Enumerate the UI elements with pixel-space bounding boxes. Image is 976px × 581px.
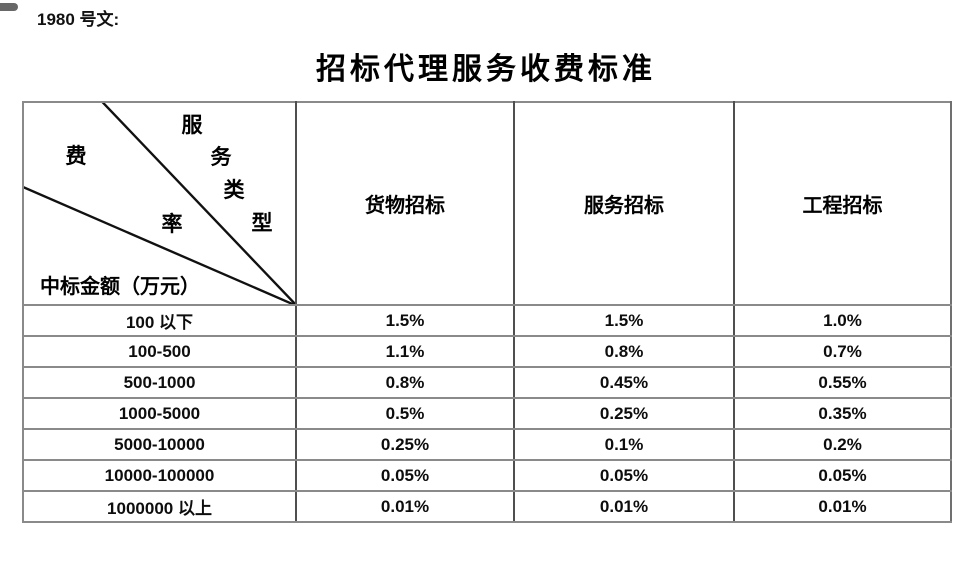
row-range: 1000-5000 [22,397,297,430]
diagonal-line-upper [101,103,295,304]
column-header-goods: 货物招标 [295,101,515,306]
table-row: 500-1000 0.8% 0.45% 0.55% [22,366,952,399]
fee-value: 1.0% [733,304,952,337]
fee-value: 0.5% [295,397,515,430]
fee-value: 0.55% [733,366,952,399]
fee-value: 0.2% [733,428,952,461]
fee-value: 0.01% [733,490,952,523]
fee-value: 0.05% [733,459,952,492]
column-header-service: 服务招标 [513,101,735,306]
row-range: 1000000 以上 [22,490,297,523]
page-title: 招标代理服务收费标准 [316,53,656,86]
fee-value: 0.05% [295,459,515,492]
fee-value: 0.45% [513,366,735,399]
fee-value: 0.05% [513,459,735,492]
row-range: 500-1000 [22,366,297,399]
service-type-char-1: 服 [181,113,203,137]
fee-rate-char-1: 费 [65,144,87,168]
fee-value: 0.8% [513,335,735,368]
service-type-char-3: 类 [223,178,245,202]
diagonal-lines [24,103,295,304]
diagonal-split-header-cell: 费 率 服 务 类 型 中标金额（万元） [22,101,297,306]
fee-value: 0.25% [513,397,735,430]
table-row: 1000000 以上 0.01% 0.01% 0.01% [22,490,952,523]
fee-value: 1.1% [295,335,515,368]
table-row: 1000-5000 0.5% 0.25% 0.35% [22,397,952,430]
fee-value: 1.5% [513,304,735,337]
row-range: 100-500 [22,335,297,368]
fee-value: 0.01% [295,490,515,523]
document-number-label: 1980 号文: [37,10,120,29]
bid-amount-label: 中标金额（万元） [40,276,200,298]
fee-value: 0.35% [733,397,952,430]
fee-value: 0.25% [295,428,515,461]
row-range: 10000-100000 [22,459,297,492]
fee-value: 0.1% [513,428,735,461]
page-edge-artifact [0,3,18,11]
fee-value: 1.5% [295,304,515,337]
service-type-char-2: 务 [210,145,232,169]
fee-value: 0.8% [295,366,515,399]
header-row: 费 率 服 务 类 型 中标金额（万元） 货物招标 服务招标 工程招标 [22,101,952,306]
table-row: 100-500 1.1% 0.8% 0.7% [22,335,952,368]
service-type-char-4: 型 [251,211,273,235]
column-header-engineering: 工程招标 [733,101,952,306]
fee-standard-table: 费 率 服 务 类 型 中标金额（万元） 货物招标 服务招标 工程招标 100 … [22,101,952,523]
row-range: 5000-10000 [22,428,297,461]
fee-value: 0.7% [733,335,952,368]
table-row: 5000-10000 0.25% 0.1% 0.2% [22,428,952,461]
table-row: 10000-100000 0.05% 0.05% 0.05% [22,459,952,492]
diagonal-line-lower [24,186,295,304]
row-range: 100 以下 [22,304,297,337]
table-row: 100 以下 1.5% 1.5% 1.0% [22,304,952,337]
fee-value: 0.01% [513,490,735,523]
fee-rate-char-2: 率 [161,212,183,236]
